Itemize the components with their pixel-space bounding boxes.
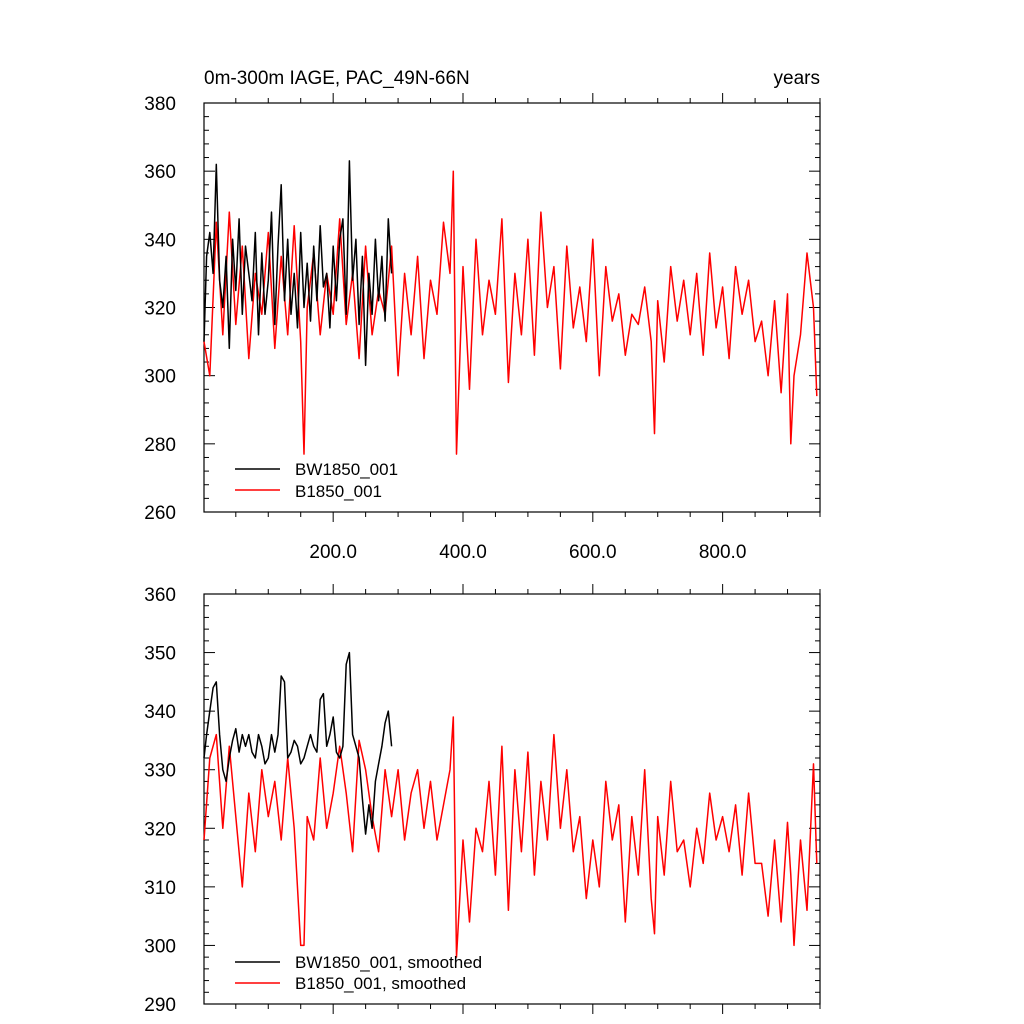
series-line-bw1850 [203, 651, 393, 835]
top-series-lines [203, 160, 818, 455]
y-tick-label: 290 [144, 995, 176, 1016]
y-tick-label: 340 [144, 230, 176, 251]
series-line-b1850 [203, 716, 818, 958]
top-x-tick-labels: 200.0 400.0 600.0 800.0 [309, 542, 746, 563]
y-tick-label: 300 [144, 936, 176, 957]
y-tick-label: 310 [144, 878, 176, 899]
x-tick-label: 200.0 [309, 542, 357, 563]
bottom-panel: 290 300 310 320 330 340 350 360 BW1850_001, smo… [144, 584, 821, 1016]
legend-label-bw1850: BW1850_001 [295, 460, 398, 479]
top-y-tick-labels: 260 280 300 320 340 360 380 [144, 94, 176, 524]
top-panel-title: 0m-300m IAGE, PAC_49N-66N [204, 68, 470, 89]
y-tick-label: 320 [144, 299, 176, 320]
series-line-bw1850 [203, 160, 393, 367]
x-tick-label: 800.0 [699, 542, 747, 563]
x-tick-label: 600.0 [569, 542, 617, 563]
bottom-series-lines [203, 651, 818, 958]
y-tick-label: 340 [144, 702, 176, 723]
legend-label-b1850: B1850_001 [295, 482, 382, 501]
x-tick-label: 400.0 [439, 542, 487, 563]
legend-label-b1850-smoothed: B1850_001, smoothed [295, 974, 466, 993]
y-tick-label: 380 [144, 94, 176, 115]
bottom-legend: BW1850_001, smoothed B1850_001, smoothed [235, 953, 482, 993]
legend-label-bw1850-smoothed: BW1850_001, smoothed [295, 953, 482, 972]
bottom-y-tick-labels: 290 300 310 320 330 340 350 360 [144, 585, 176, 1016]
y-tick-label: 360 [144, 585, 176, 606]
top-panel: 0m-300m IAGE, PAC_49N-66N years 260 280 30… [144, 68, 821, 563]
top-panel-units: years [774, 68, 820, 89]
y-tick-label: 280 [144, 435, 176, 456]
y-tick-label: 360 [144, 162, 176, 183]
top-legend: BW1850_001 B1850_001 [235, 460, 398, 501]
bottom-ticks [204, 584, 821, 1014]
bottom-plot-frame [203, 593, 821, 1005]
y-tick-label: 330 [144, 761, 176, 782]
y-tick-label: 320 [144, 819, 176, 840]
y-tick-label: 350 [144, 644, 176, 665]
y-tick-label: 300 [144, 367, 176, 388]
series-line-b1850 [203, 170, 818, 455]
y-tick-label: 260 [144, 503, 176, 524]
